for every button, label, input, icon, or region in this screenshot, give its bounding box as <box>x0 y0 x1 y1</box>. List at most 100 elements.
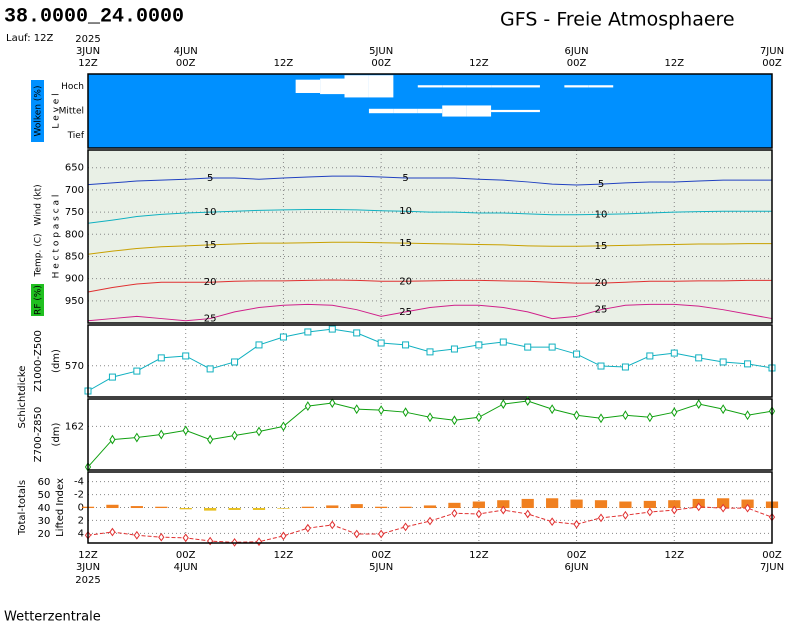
bar <box>204 508 217 511</box>
isotherm-label: 10 <box>204 207 217 218</box>
marker <box>426 412 434 423</box>
isotherm <box>87 303 773 322</box>
isotherm-label: 15 <box>204 240 217 251</box>
marker <box>206 365 214 373</box>
marker <box>719 358 727 366</box>
time-label-top: 00Z <box>176 58 196 69</box>
marker <box>255 341 263 349</box>
panel-title: Schichtdicke <box>17 366 28 429</box>
marker <box>597 413 605 424</box>
marker <box>646 412 653 423</box>
marker <box>157 354 165 362</box>
marker <box>524 396 531 406</box>
label-box <box>31 80 44 142</box>
marker <box>255 426 263 437</box>
marker <box>182 533 189 543</box>
panel-frame <box>87 471 773 544</box>
marker <box>426 348 434 356</box>
year-top: 2025 <box>75 34 100 45</box>
bar <box>375 506 388 509</box>
y2-tick-label: 50 <box>38 490 51 501</box>
marker <box>500 399 507 410</box>
time-label-top: 12Z <box>274 58 294 69</box>
marker <box>231 358 239 366</box>
panel-frame <box>87 324 773 398</box>
marker <box>158 429 165 440</box>
panel-frame <box>87 73 773 149</box>
isotherm-label: 20 <box>204 277 217 288</box>
marker <box>451 508 458 518</box>
bar <box>277 508 290 509</box>
bar <box>130 506 143 509</box>
time-label-top: 12Z <box>78 58 98 69</box>
isotherm-label: 5 <box>402 173 408 184</box>
isotherm-label: 5 <box>598 179 604 190</box>
legend-label: Total-totals <box>17 480 28 536</box>
date-label-bottom: 5JUN <box>369 562 393 573</box>
date-label-bottom: 3JUN <box>76 562 100 573</box>
model-title: GFS - Freie Atmosphaere <box>500 9 735 31</box>
bar <box>546 498 559 509</box>
isotherm <box>87 279 772 293</box>
marker <box>573 519 580 529</box>
bar <box>252 508 266 510</box>
bar <box>643 500 656 509</box>
marker <box>304 523 311 533</box>
bar <box>326 505 339 509</box>
location-title: 38.0000_24.0000 <box>4 5 184 28</box>
panel-label: Wind (kt) <box>34 184 44 225</box>
marker <box>671 505 678 515</box>
cloud-gap <box>417 85 443 88</box>
isotherm-label: 20 <box>595 278 608 289</box>
bar <box>668 500 681 509</box>
date-label-top: 4JUN <box>174 46 198 57</box>
bar <box>619 501 632 509</box>
marker <box>524 509 531 519</box>
bar <box>155 506 168 509</box>
cloud-gap <box>344 75 369 98</box>
marker <box>450 345 458 353</box>
marker <box>549 404 556 415</box>
bar <box>301 506 314 509</box>
y-tick-label: 900 <box>65 274 84 285</box>
marker <box>695 502 702 512</box>
cloud-gap <box>368 108 394 114</box>
level-label: Tief <box>67 131 85 141</box>
isotherm-label: 10 <box>399 206 412 217</box>
marker <box>353 329 361 337</box>
date-label-bottom: 4JUN <box>174 562 198 573</box>
bar <box>350 504 363 509</box>
cloud-gap <box>515 109 540 113</box>
isotherm-label: 5 <box>207 173 213 184</box>
marker <box>158 532 165 542</box>
cloud-gap <box>588 85 614 88</box>
y-tick-label: 850 <box>65 251 84 262</box>
marker <box>402 341 410 349</box>
marker <box>597 513 605 523</box>
time-label-bottom: 12Z <box>78 550 98 561</box>
axis-label: H e c t o p a s c a l <box>52 195 62 279</box>
cloud-gap <box>417 108 443 114</box>
panel-frame <box>87 149 773 324</box>
y-tick-label: 570 <box>65 361 84 372</box>
cloud-gap <box>393 108 418 114</box>
y-tick-label: 800 <box>65 229 84 240</box>
marker <box>646 352 654 360</box>
cloud-gap <box>564 85 589 88</box>
marker <box>378 405 385 416</box>
time-label-bottom: 12Z <box>469 550 489 561</box>
cloud-gap <box>491 85 516 88</box>
marker <box>622 410 629 421</box>
marker <box>475 341 483 349</box>
marker <box>378 529 385 539</box>
time-label-top: 12Z <box>664 58 684 69</box>
time-label-top: 00Z <box>567 58 587 69</box>
isotherm <box>87 208 772 224</box>
marker <box>451 415 458 426</box>
marker <box>402 522 409 532</box>
marker <box>475 412 482 423</box>
panel-label: Temp. (C) <box>34 233 44 277</box>
time-label-bottom: 00Z <box>567 550 587 561</box>
